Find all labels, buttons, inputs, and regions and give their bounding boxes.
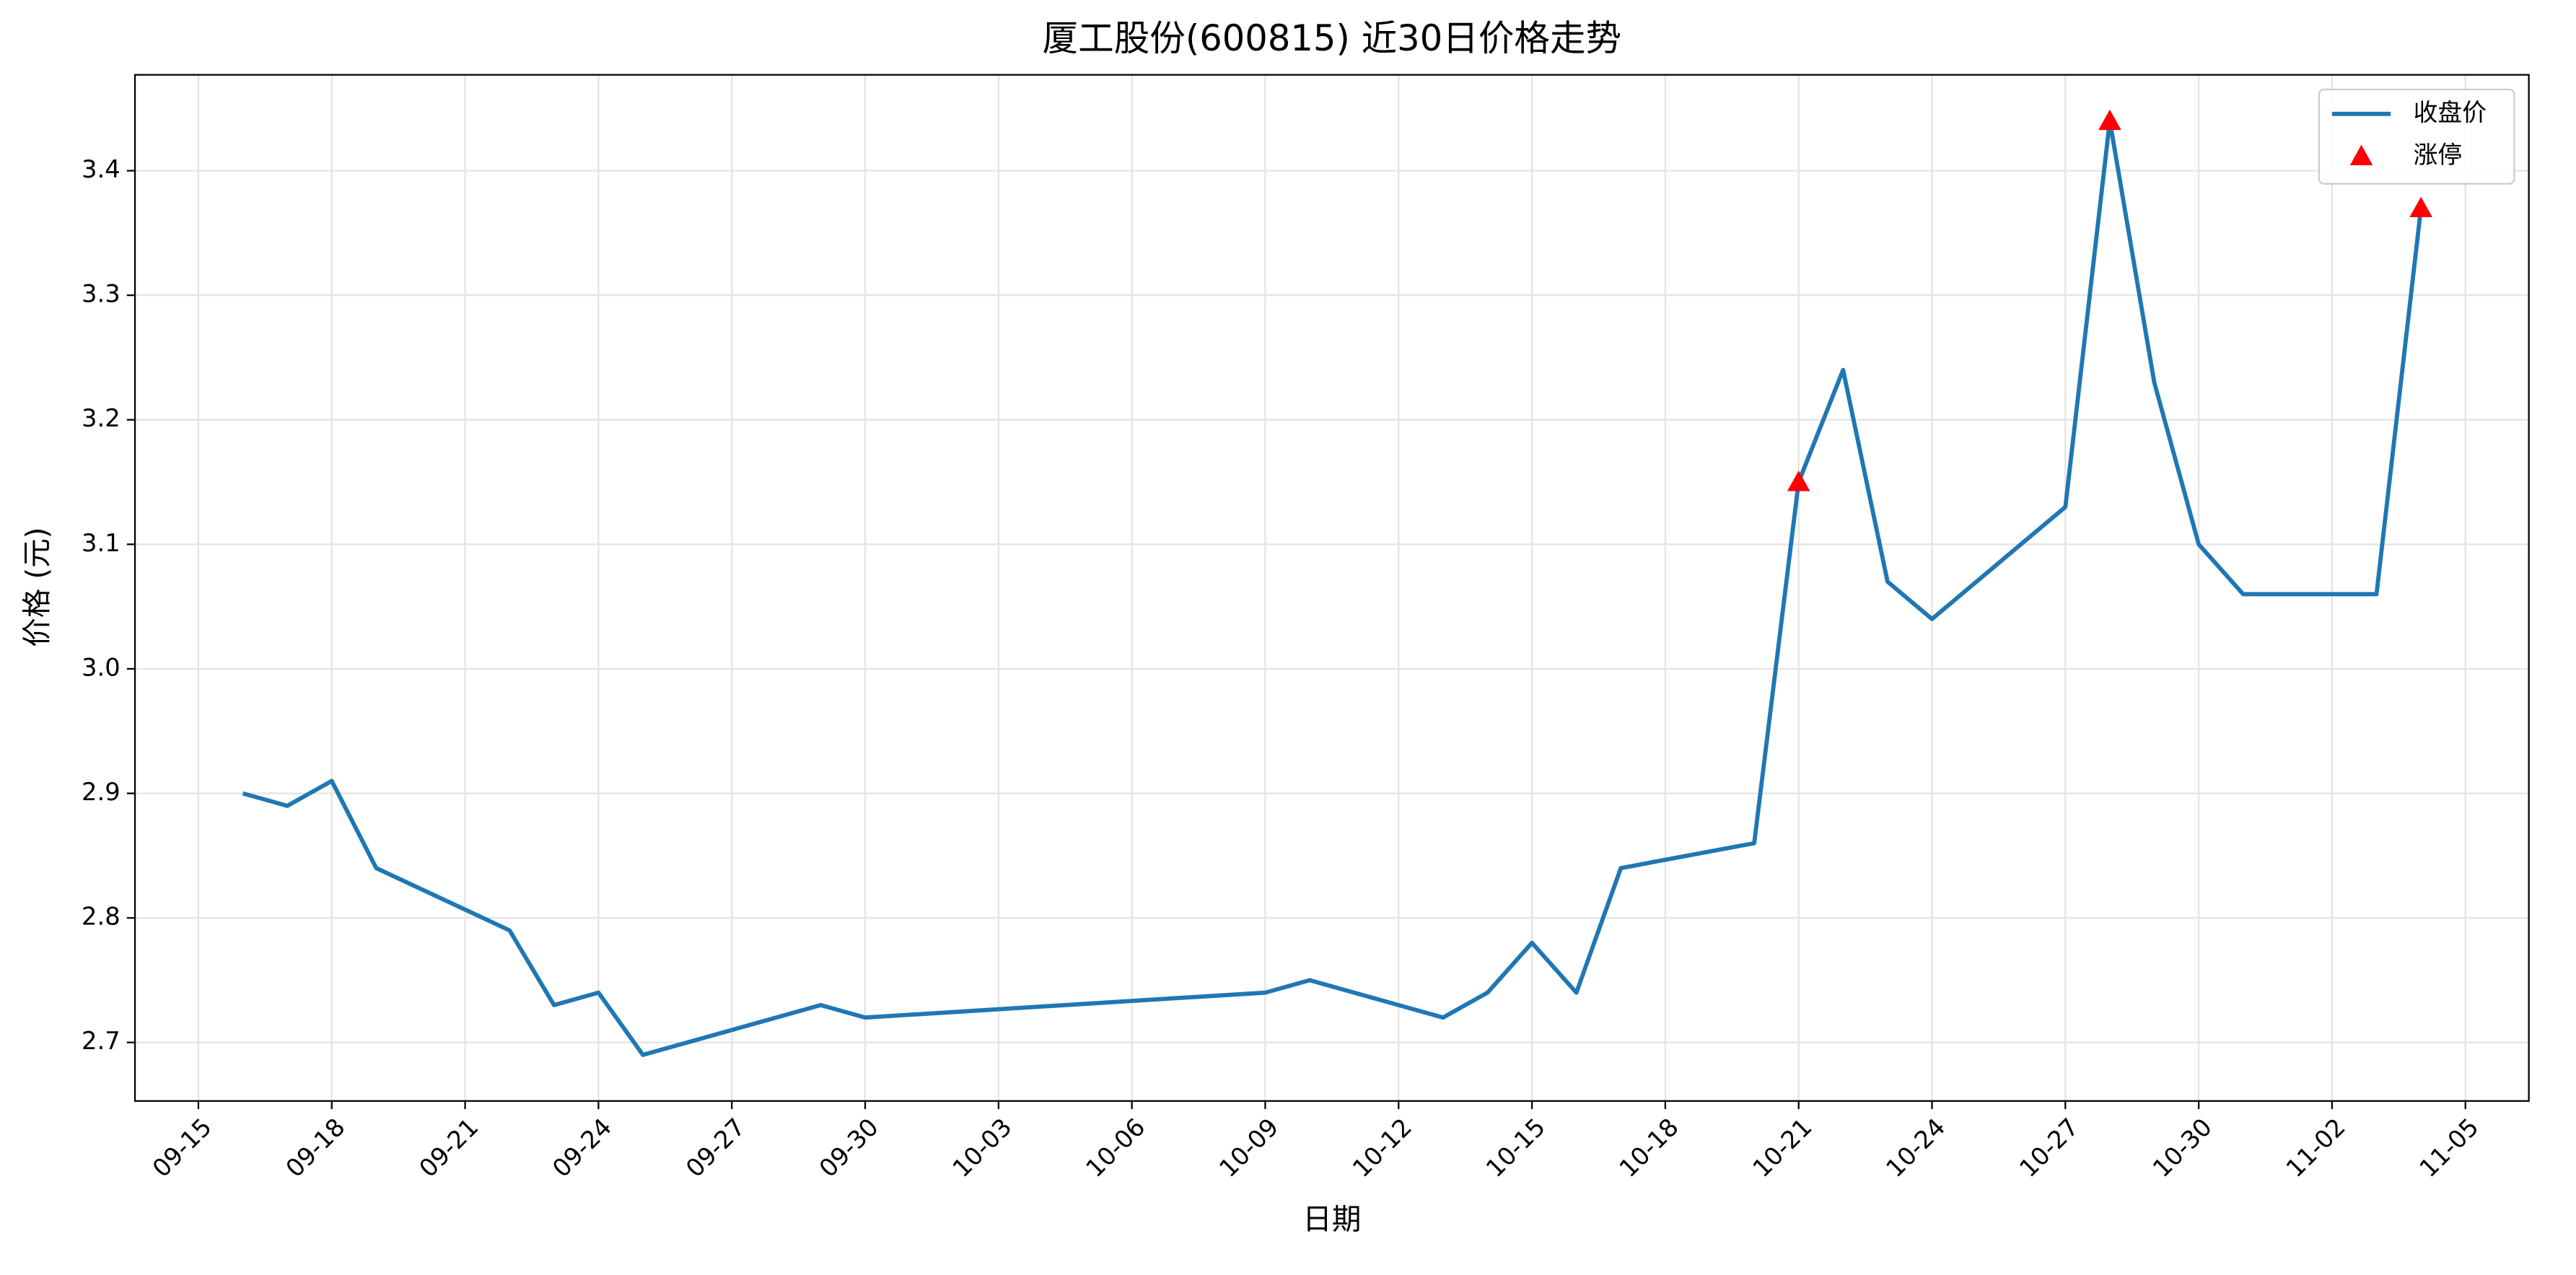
chart-title: 厦工股份(600815) 近30日价格走势	[1043, 17, 1622, 59]
legend-label: 涨停	[2414, 141, 2463, 169]
legend-swatch	[2349, 144, 2373, 165]
y-tick-label: 3.2	[82, 404, 121, 432]
y-tick-label: 3.0	[82, 653, 121, 681]
x-axis-label: 日期	[1302, 1202, 1361, 1237]
y-tick-label: 3.3	[82, 280, 121, 308]
plot-frame	[133, 74, 2530, 1102]
y-tick-label: 2.9	[82, 778, 121, 806]
y-tick-label: 2.8	[82, 903, 121, 931]
limit-up-marker	[1787, 470, 1810, 491]
limit-up-marker	[2409, 196, 2432, 217]
limit-up-marker	[2098, 109, 2121, 131]
y-tick-label: 3.1	[82, 529, 121, 557]
y-tick-label: 3.4	[82, 155, 121, 183]
y-tick-label: 2.7	[82, 1027, 121, 1055]
y-axis-label: 价格 (元)	[19, 527, 54, 647]
price-line	[242, 118, 2424, 1057]
legend-label: 收盘价	[2414, 98, 2487, 126]
